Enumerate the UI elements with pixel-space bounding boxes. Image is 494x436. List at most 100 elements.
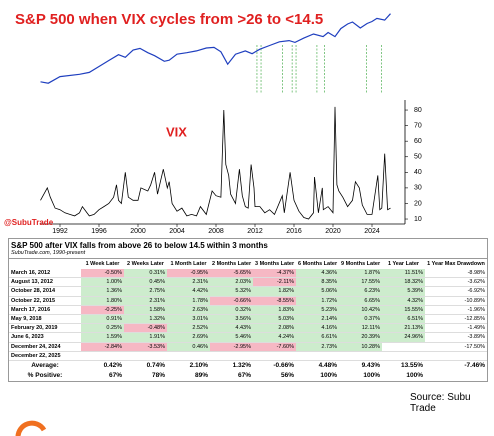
cell: 100% xyxy=(406,371,423,379)
cell xyxy=(296,351,339,361)
cell: 1.32% xyxy=(124,314,167,325)
row-label: October 22, 2015 xyxy=(9,296,81,306)
cell: -4.37% xyxy=(253,269,296,279)
header-cell: 1 Year Max Drawdown xyxy=(427,261,485,267)
cell: -0.50% xyxy=(81,269,124,279)
cell: -0.25% xyxy=(81,305,124,315)
cell: -0.95% xyxy=(167,269,210,279)
cell: -8.55% xyxy=(253,296,296,306)
cell xyxy=(425,371,487,381)
x-tick-label: 2012 xyxy=(247,228,263,235)
cell: 4.16% xyxy=(296,323,339,334)
logo-arc xyxy=(15,420,47,436)
cell: -8.98% xyxy=(425,269,487,279)
row: August 13, 2012 1.00% 0.45% 2.31% 2.03% -2.11… xyxy=(9,277,487,288)
cell: 9.43% xyxy=(361,361,380,369)
cell: -1.96% xyxy=(425,305,487,315)
cell xyxy=(167,351,210,361)
cell: 6.65% xyxy=(339,296,382,306)
cell: 1.91% xyxy=(124,332,167,343)
row-label: June 6, 2023 xyxy=(9,332,81,343)
cell: 1.32% xyxy=(232,361,251,369)
cell: 11.51% xyxy=(382,269,425,279)
cell: -2.84% xyxy=(81,342,124,352)
cell: 21.13% xyxy=(382,323,425,334)
cell xyxy=(81,351,124,361)
row-label: Average: xyxy=(31,361,59,369)
cell: -0.66% xyxy=(210,296,253,306)
cell: 5.32% xyxy=(210,286,253,297)
cell: 78% xyxy=(151,371,165,379)
cell: 20.39% xyxy=(339,332,382,343)
cell: 3.56% xyxy=(210,314,253,325)
cell: -7.46% xyxy=(464,361,485,369)
header-cell xyxy=(9,259,81,269)
cell: 1.87% xyxy=(339,269,382,279)
header-cell: 2 Months Later xyxy=(212,261,252,267)
cell: 2.10% xyxy=(189,361,208,369)
cell: 5.39% xyxy=(382,286,425,297)
x-tick-label: 1996 xyxy=(91,228,107,235)
y-tick-label: 60 xyxy=(414,138,422,145)
logo xyxy=(15,420,47,436)
cell: -12.85% xyxy=(425,314,487,325)
cell: 0.37% xyxy=(339,314,382,325)
cell: -1.49% xyxy=(425,323,487,334)
cell: 4.48% xyxy=(318,361,337,369)
row: March 17, 2016 -0.25% 1.58% 2.63% 0.32% 1.83%… xyxy=(9,305,487,315)
cell: 10.28% xyxy=(339,342,382,352)
header-cell: 3 Months Later xyxy=(255,261,295,267)
cell: -5.65% xyxy=(210,269,253,279)
cell: 1.00% xyxy=(81,277,124,288)
cell: 2.14% xyxy=(296,314,339,325)
y-tick-label: 70 xyxy=(414,122,422,129)
cell: 1.78% xyxy=(167,296,210,306)
cell: 6.61% xyxy=(296,332,339,343)
cell: 4.42% xyxy=(167,286,210,297)
header-row: 1 Week Later 2 Weeks Later 1 Month Later 2 … xyxy=(9,259,487,269)
cell: 100% xyxy=(320,371,337,379)
cell: 1.80% xyxy=(81,296,124,306)
header-cell: 2 Weeks Later xyxy=(127,261,164,267)
cell: 2.31% xyxy=(167,277,210,288)
cell: -3.53% xyxy=(124,342,167,352)
annotation: @SubuTrade xyxy=(4,218,54,227)
cell: 1.72% xyxy=(296,296,339,306)
cell: 10.42% xyxy=(339,305,382,315)
row-label: March 17, 2016 xyxy=(9,305,81,315)
cell: 24.96% xyxy=(382,332,425,343)
cell xyxy=(382,351,425,361)
cell: 0.32% xyxy=(210,305,253,315)
cell: 0.46% xyxy=(167,342,210,352)
cell: 2.69% xyxy=(167,332,210,343)
row-label: December 24, 2024 xyxy=(9,342,81,352)
x-tick-label: 2000 xyxy=(130,228,146,235)
header-cell: 9 Months Later xyxy=(341,261,381,267)
cell: 5.23% xyxy=(296,305,339,315)
series-line xyxy=(40,106,391,220)
cell: 0.31% xyxy=(124,269,167,279)
y-tick-label: 10 xyxy=(414,216,422,223)
cell: 67% xyxy=(108,371,122,379)
row-label: October 28, 2014 xyxy=(9,286,81,297)
cell: 12.11% xyxy=(339,323,382,334)
cell: 0.25% xyxy=(81,323,124,334)
annotation: VIX xyxy=(166,124,187,139)
row-label: March 16, 2012 xyxy=(9,269,81,279)
cell: 15.55% xyxy=(382,305,425,315)
summary-row: Average: 0.42% 0.74% 2.10% 1.32% -0.66% 4.48% 9… xyxy=(9,360,487,371)
cell: -0.48% xyxy=(124,323,167,334)
y-tick-label: 40 xyxy=(414,169,422,176)
cell: 89% xyxy=(194,371,208,379)
x-tick-label: 1992 xyxy=(52,228,68,235)
cell xyxy=(425,351,487,361)
cell: 2.73% xyxy=(296,342,339,352)
source: Source: Subu Trade xyxy=(410,392,471,414)
row: December 24, 2024 -2.84% -3.53% 0.46% -2.95%… xyxy=(9,342,487,352)
cell: 1.82% xyxy=(253,286,296,297)
cell: 2.08% xyxy=(253,323,296,334)
cell: 100% xyxy=(363,371,380,379)
cell: 1.83% xyxy=(253,305,296,315)
row: October 28, 2014 1.36% 2.75% 4.42% 5.32% 1.82… xyxy=(9,286,487,297)
